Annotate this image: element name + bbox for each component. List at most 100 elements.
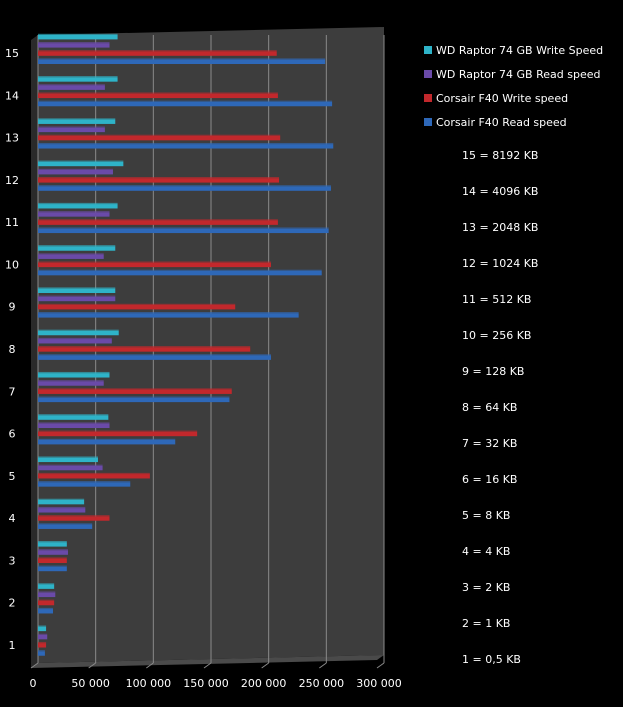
y-tick-label: 2 (9, 597, 16, 610)
y-tick-label: 14 (5, 89, 19, 102)
bar-top-face (38, 58, 326, 60)
bar-top-face (38, 227, 329, 229)
bar-top-face (38, 329, 119, 331)
bar-top-face (38, 245, 116, 247)
bar (38, 634, 48, 640)
bar-top-face (38, 354, 271, 356)
bar-top-face (38, 523, 93, 525)
bar-top-face (38, 253, 104, 255)
bar (38, 474, 150, 479)
x-tick-label: 150 000 (183, 677, 229, 690)
y-tick-label: 6 (9, 428, 16, 441)
bar (38, 347, 251, 352)
block-size-key-item: 8 = 64 KB (462, 401, 518, 414)
legend-swatch (424, 46, 432, 54)
bar (38, 288, 116, 293)
legend-label: Corsair F40 Write speed (436, 91, 569, 105)
bar (38, 204, 118, 209)
bar-top-face (38, 261, 271, 263)
block-size-key-item: 13 = 2048 KB (462, 221, 539, 234)
bar (38, 373, 110, 378)
bar (38, 600, 55, 606)
plot-floor (31, 655, 384, 668)
bar-top-face (38, 312, 299, 314)
bar (38, 262, 271, 268)
y-tick-label: 13 (5, 132, 19, 145)
bar (38, 550, 68, 555)
legend-swatch (424, 94, 432, 102)
bars (38, 33, 334, 656)
y-tick-label: 7 (9, 385, 16, 398)
x-tick-label: 200 000 (241, 677, 287, 690)
block-size-key-item: 11 = 512 KB (462, 293, 532, 306)
bar-top-face (38, 388, 232, 390)
bar (38, 35, 118, 40)
bar-top-face (38, 438, 176, 440)
bar (38, 482, 131, 487)
x-tick-label: 0 (30, 677, 37, 690)
bar-top-face (38, 430, 198, 432)
bar (38, 43, 110, 48)
bar (38, 93, 278, 99)
bar-top-face (38, 557, 67, 559)
bar (38, 423, 110, 428)
bar (38, 626, 47, 632)
bar (38, 178, 280, 183)
y-tick-label: 9 (9, 301, 16, 314)
bar-top-face (38, 515, 110, 517)
bar-top-face (38, 295, 116, 297)
bar (38, 119, 116, 124)
legend-item: WD Raptor 74 GB Write Speed (424, 38, 619, 62)
bar-top-face (38, 650, 45, 652)
bar-top-face (38, 380, 104, 382)
bar-top-face (38, 126, 105, 128)
bar (38, 330, 119, 336)
y-tick-label: 8 (9, 343, 16, 356)
bar (38, 296, 116, 302)
bar (38, 609, 53, 614)
bar-top-face (38, 287, 116, 289)
legend-item: WD Raptor 74 GB Read speed (424, 62, 619, 86)
bar (38, 457, 98, 463)
bar-top-face (38, 414, 109, 416)
bar-top-face (38, 565, 67, 567)
y-tick-label: 11 (5, 216, 19, 229)
x-tick-label: 250 000 (299, 677, 345, 690)
bar-top-face (38, 134, 281, 136)
bar-top-face (38, 76, 118, 78)
gridline-floor (319, 662, 327, 669)
block-size-key-item: 12 = 1024 KB (462, 257, 539, 270)
legend-label: WD Raptor 74 GB Write Speed (436, 43, 604, 57)
bar (38, 465, 103, 471)
bar-top-face (38, 303, 236, 305)
bar (38, 101, 333, 107)
bar (38, 389, 232, 394)
bar-top-face (38, 211, 110, 213)
legend: WD Raptor 74 GB Write Speed WD Raptor 74 … (424, 38, 619, 134)
y-tick-label: 1 (9, 639, 16, 652)
y-tick-label: 10 (5, 258, 19, 271)
legend-label: WD Raptor 74 GB Read speed (436, 67, 601, 81)
bar (38, 440, 176, 445)
bar-top-face (38, 607, 53, 610)
bar (38, 59, 326, 64)
bar-top-face (38, 422, 110, 424)
bar-top-face (38, 100, 333, 102)
bar-top-face (38, 118, 116, 120)
bar (38, 516, 110, 521)
bar (38, 643, 47, 648)
bar (38, 355, 271, 360)
bar-top-face (38, 269, 322, 271)
bar-top-face (38, 472, 150, 475)
bar-top-face (38, 160, 124, 162)
bar-top-face (38, 583, 55, 585)
bar (38, 170, 113, 175)
bar (38, 305, 236, 310)
gridline-floor (376, 662, 385, 669)
bar-top-face (38, 177, 280, 179)
bar (38, 339, 112, 344)
y-tick-label: 12 (5, 174, 19, 187)
axis-labels: 0 50 000 100 000 150 000 200 000 250 000 300 0… (5, 47, 402, 690)
bar (38, 415, 109, 420)
